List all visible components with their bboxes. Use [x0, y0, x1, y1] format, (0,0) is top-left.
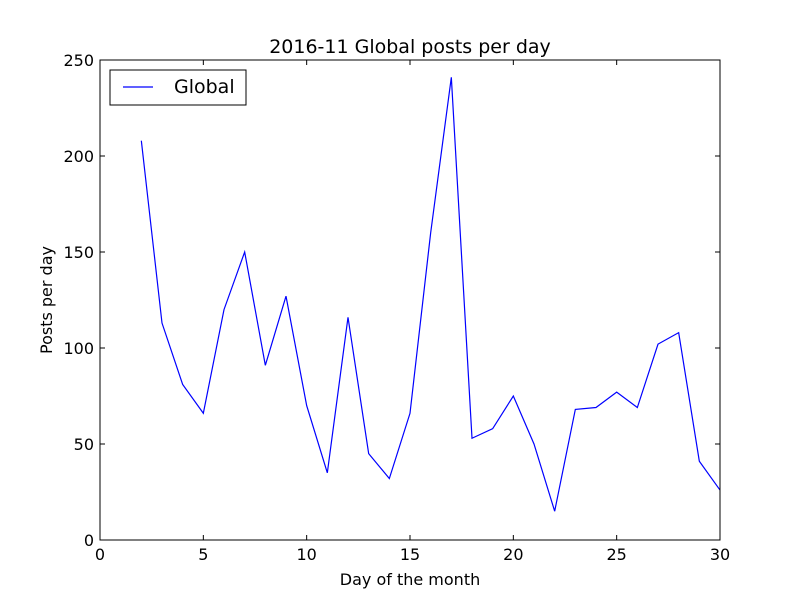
- series-line-global: [140, 77, 721, 512]
- data-point: [678, 332, 679, 333]
- data-point: [471, 438, 472, 439]
- x-tick-label: 25: [606, 545, 626, 564]
- y-tick-label: 50: [74, 435, 94, 454]
- plot-area: [140, 77, 721, 512]
- axis-ticks: 0 5 10 15 20 25 30 0 50 100 150 200 250: [63, 51, 730, 564]
- y-tick-label: 100: [63, 339, 94, 358]
- data-point: [616, 392, 617, 393]
- chart-title: 2016-11 Global posts per day: [269, 36, 551, 58]
- data-point: [368, 453, 369, 454]
- data-point: [409, 413, 410, 414]
- data-point: [595, 407, 596, 408]
- data-point: [161, 322, 162, 323]
- x-tick-label: 20: [503, 545, 523, 564]
- y-tick-label: 0: [84, 531, 94, 550]
- data-point: [492, 428, 493, 429]
- y-tick-label: 250: [63, 51, 94, 70]
- y-tick-label: 200: [63, 147, 94, 166]
- x-tick-label: 5: [198, 545, 208, 564]
- data-point: [575, 409, 576, 410]
- data-point: [223, 309, 224, 310]
- y-axis-title: Posts per day: [37, 246, 56, 354]
- data-point: [637, 407, 638, 408]
- data-point: [554, 511, 555, 512]
- data-point: [265, 365, 266, 366]
- data-point: [244, 251, 245, 252]
- data-point: [451, 77, 452, 78]
- data-point: [327, 472, 328, 473]
- data-point: [513, 395, 514, 396]
- data-point: [430, 232, 431, 233]
- data-point: [182, 384, 183, 385]
- data-point: [306, 405, 307, 406]
- data-point: [699, 461, 700, 462]
- legend: Global: [109, 69, 247, 106]
- x-tick-label: 10: [296, 545, 316, 564]
- data-point: [657, 344, 658, 345]
- data-point: [141, 140, 142, 141]
- x-tick-label: 15: [400, 545, 420, 564]
- data-point: [533, 443, 534, 444]
- data-point: [285, 296, 286, 297]
- x-axis-title: Day of the month: [340, 570, 480, 589]
- x-tick-label: 30: [710, 545, 730, 564]
- data-point: [203, 413, 204, 414]
- x-tick-label: 0: [95, 545, 105, 564]
- data-point: [389, 478, 390, 479]
- y-tick-label: 150: [63, 243, 94, 262]
- data-point: [347, 317, 348, 318]
- legend-label-global: Global: [174, 76, 235, 98]
